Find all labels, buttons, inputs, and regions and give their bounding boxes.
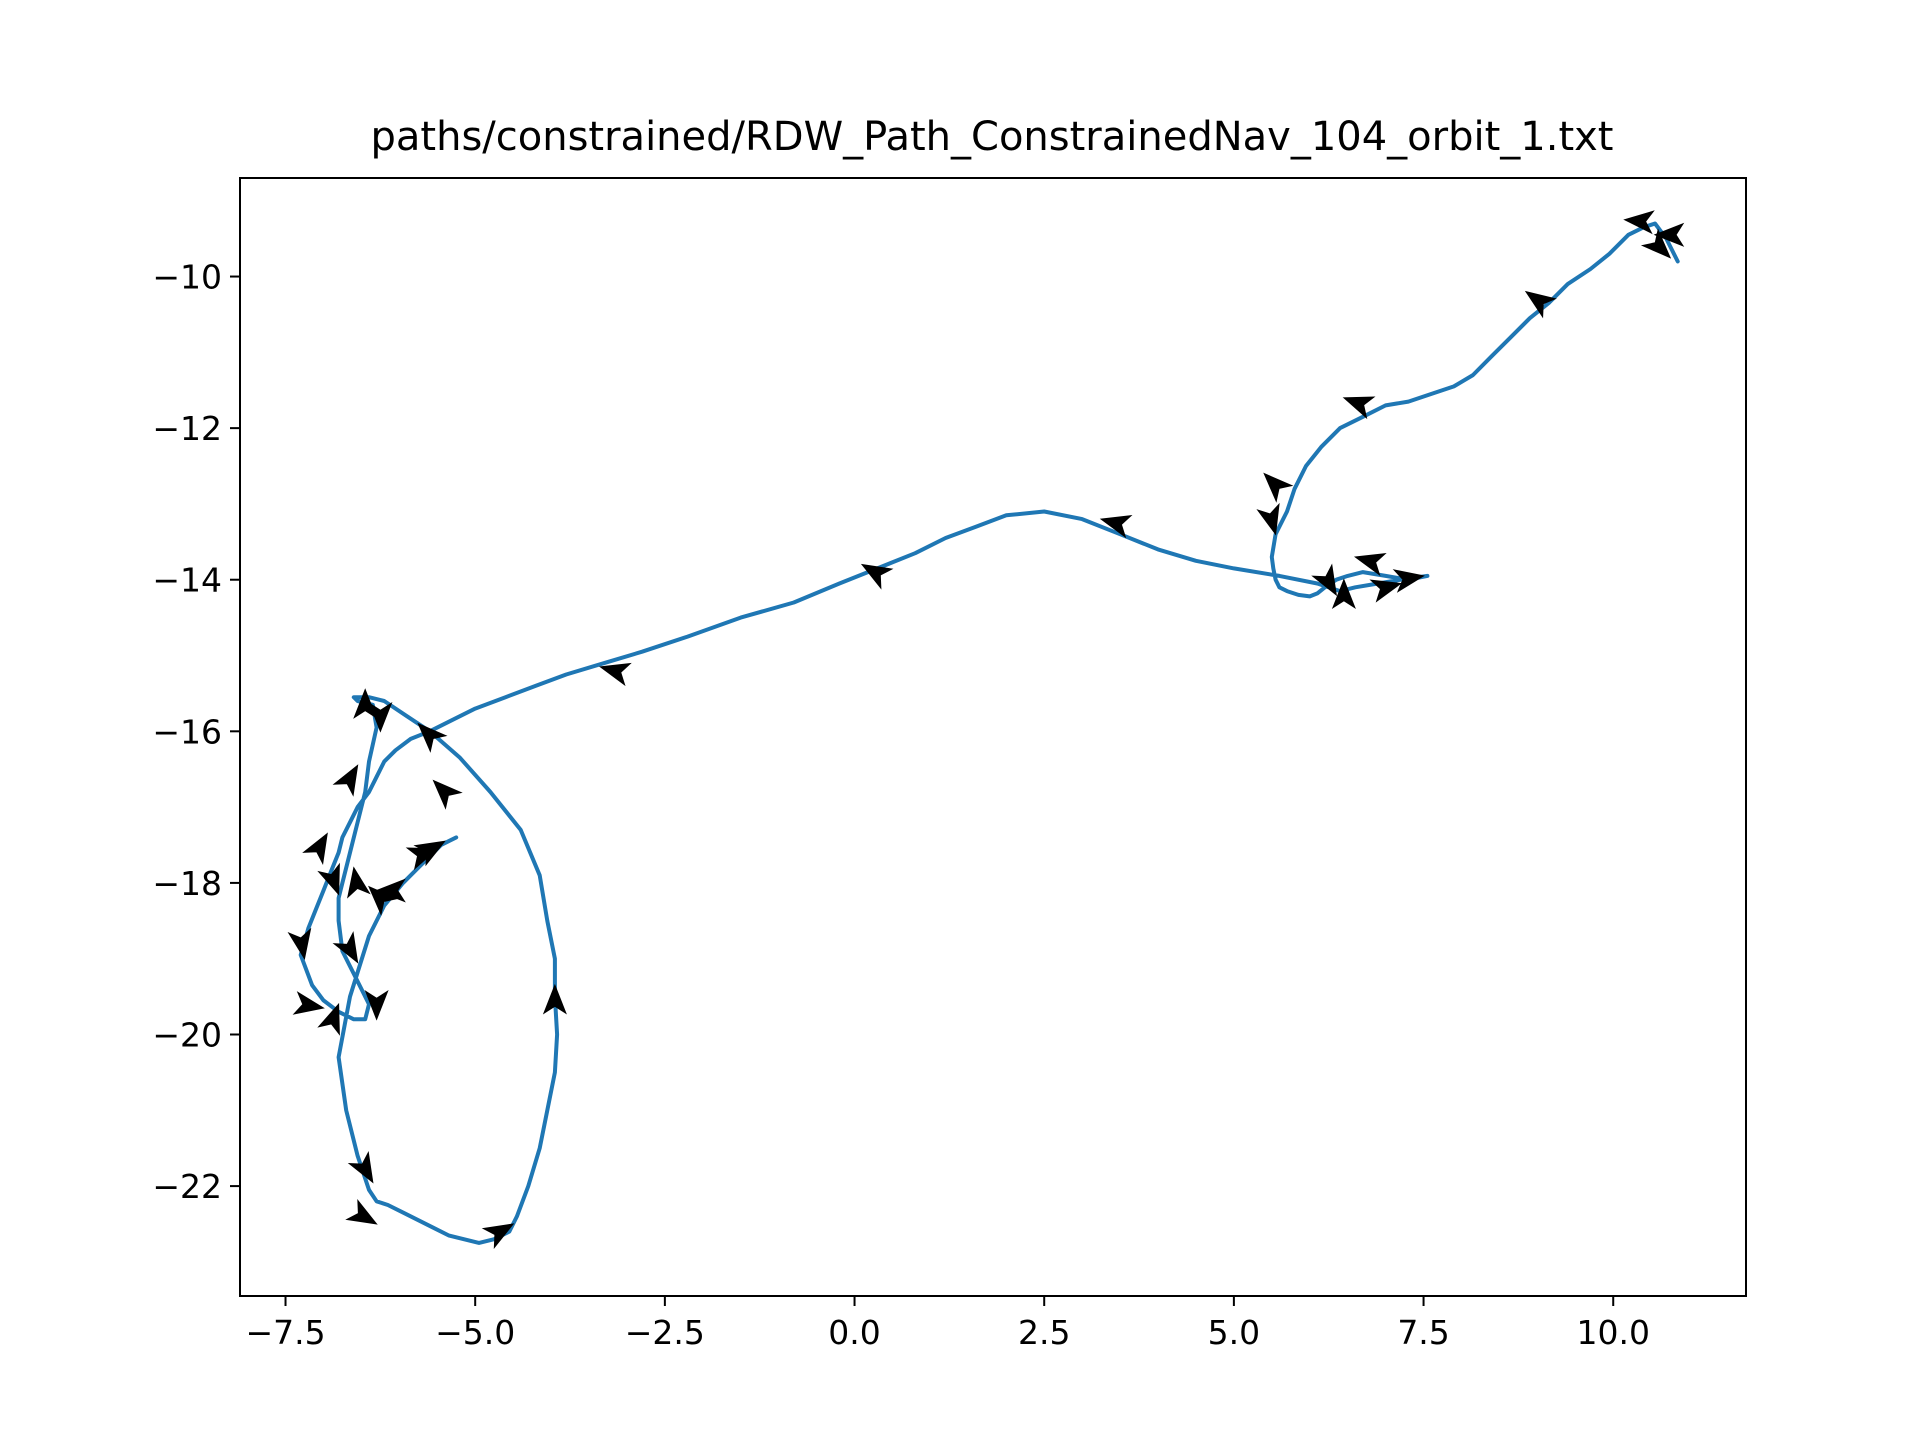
x-tick-label: 2.5	[1018, 1313, 1070, 1352]
direction-arrows	[287, 210, 1685, 1250]
direction-arrow	[317, 1002, 340, 1036]
x-tick-label: 7.5	[1397, 1313, 1449, 1352]
y-tick-label: −18	[152, 864, 222, 903]
chart-title: paths/constrained/RDW_Path_ConstrainedNa…	[371, 114, 1614, 160]
x-tick-label: 5.0	[1208, 1313, 1260, 1352]
direction-arrow	[1256, 502, 1280, 536]
direction-arrow	[1099, 515, 1133, 539]
y-tick-label: −20	[152, 1016, 222, 1055]
direction-arrow	[332, 931, 359, 964]
direction-arrow	[1311, 563, 1337, 597]
y-tick-label: −16	[152, 712, 222, 751]
direction-arrow	[417, 722, 448, 753]
direction-arrow	[1392, 569, 1425, 593]
direction-arrow	[292, 991, 325, 1015]
direction-arrow	[302, 832, 328, 865]
direction-arrow	[1640, 228, 1672, 259]
direction-arrow	[347, 1150, 374, 1184]
direction-arrow	[1331, 578, 1356, 609]
y-axis: −10 −12 −14 −16 −18 −20 −22	[152, 258, 240, 1206]
direction-arrow	[860, 563, 894, 590]
direction-arrow	[405, 847, 439, 871]
direction-arrow	[1524, 290, 1557, 319]
x-axis: −7.5 −5.0 −2.5 0.0 2.5 5.0 7.5 10.0	[245, 1296, 1650, 1352]
x-tick-label: 10.0	[1576, 1313, 1649, 1352]
direction-arrow	[1263, 472, 1294, 503]
direction-arrow	[1353, 552, 1387, 577]
plot-frame	[239, 177, 1747, 1297]
direction-arrow	[345, 1198, 378, 1225]
direction-arrow	[542, 983, 567, 1015]
direction-arrow	[1653, 222, 1685, 247]
x-tick-label: −2.5	[625, 1313, 705, 1352]
direction-arrow	[375, 878, 406, 903]
plot-area	[298, 221, 1680, 1245]
direction-arrow	[317, 862, 340, 896]
direction-arrow	[1369, 579, 1403, 603]
direction-arrow	[481, 1223, 515, 1250]
direction-arrow	[599, 662, 632, 687]
direction-arrow	[332, 764, 359, 797]
y-tick-label: −12	[152, 409, 222, 448]
direction-arrow	[1342, 396, 1376, 420]
direction-arrow	[364, 990, 389, 1021]
x-tick-label: −7.5	[245, 1313, 325, 1352]
direction-arrow	[347, 866, 371, 899]
y-tick-label: −14	[152, 561, 222, 600]
direction-arrow	[353, 688, 378, 719]
direction-arrow	[287, 927, 312, 961]
y-tick-label: −22	[152, 1167, 222, 1206]
x-tick-label: −5.0	[435, 1313, 515, 1352]
direction-arrow	[432, 779, 463, 810]
x-tick-label: 0.0	[828, 1313, 880, 1352]
path-line	[298, 221, 1680, 1245]
y-tick-label: −10	[152, 258, 222, 297]
direction-arrow	[1623, 210, 1655, 235]
